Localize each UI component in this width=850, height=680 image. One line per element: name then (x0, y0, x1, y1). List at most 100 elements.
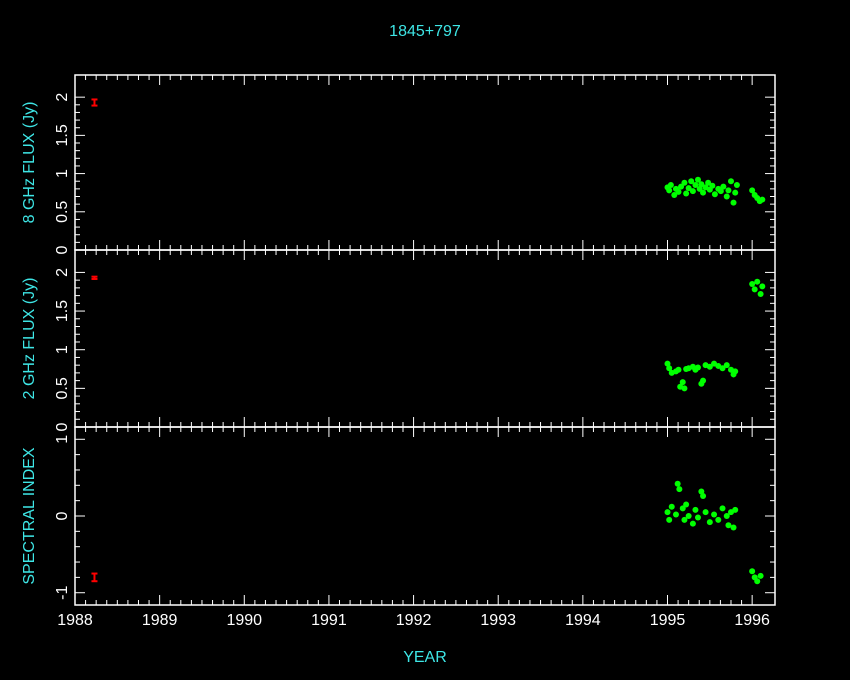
data-point (664, 509, 671, 516)
data-point (711, 191, 718, 198)
data-point (675, 366, 682, 373)
data-point (700, 189, 707, 196)
data-point (674, 480, 681, 487)
plot-frame (74, 249, 776, 428)
data-point (681, 179, 688, 186)
data-point (749, 187, 756, 194)
x-tick-label: 1988 (57, 612, 93, 629)
data-point (702, 509, 709, 516)
chart-title: 1845+797 (389, 23, 461, 40)
x-tick-label: 1993 (480, 612, 516, 629)
y-tick-label: 2 (54, 93, 71, 102)
y-tick-label: -1 (54, 586, 71, 600)
data-point (732, 189, 739, 196)
error-bar (91, 98, 98, 107)
data-point (685, 513, 692, 519)
data-point (685, 185, 692, 192)
data-point (698, 488, 705, 495)
error-bar (91, 572, 98, 583)
data-point (733, 182, 740, 189)
y-tick-label: 2 (54, 268, 71, 277)
data-point (717, 188, 724, 195)
data-point (757, 291, 764, 298)
x-tick-label: 1990 (226, 612, 262, 629)
x-tick-label: 1991 (311, 612, 347, 629)
data-point (730, 199, 737, 206)
data-point (694, 176, 701, 183)
plot-frame (74, 426, 776, 606)
data-point (754, 578, 761, 585)
data-point (709, 182, 716, 189)
data-point (720, 183, 727, 190)
x-tick-label: 1995 (650, 612, 686, 629)
data-point (732, 506, 739, 513)
data-point (723, 513, 730, 519)
y-axis-label: 2 GHz FLUX (Jy) (21, 278, 38, 400)
data-point (749, 568, 756, 575)
y-tick-label: 0.5 (54, 201, 71, 223)
data-point (711, 511, 718, 518)
data-point (676, 486, 683, 493)
x-axis-label: YEAR (403, 649, 447, 666)
data-point (666, 516, 673, 523)
data-point (694, 514, 701, 521)
y-tick-label: 0 (54, 511, 71, 520)
x-tick-label: 1989 (142, 612, 178, 629)
data-point (757, 572, 764, 579)
data-point (667, 182, 674, 189)
y-tick-label: 0.5 (54, 377, 71, 399)
data-point (723, 193, 730, 200)
data-point (725, 522, 732, 529)
data-point (706, 363, 713, 370)
data-point (751, 286, 758, 293)
y-axis-label: SPECTRAL INDEX (21, 447, 38, 585)
data-point (683, 501, 690, 508)
data-point (719, 365, 726, 372)
data-point (754, 278, 761, 285)
data-point (689, 188, 696, 195)
x-tick-label: 1992 (396, 612, 432, 629)
y-tick-label: 1 (54, 169, 71, 178)
data-point (692, 506, 699, 513)
y-axis-label: 8 GHz FLUX (Jy) (21, 102, 38, 224)
y-tick-label: 1.5 (54, 124, 71, 146)
data-point (689, 520, 696, 527)
data-point (666, 187, 673, 194)
data-point (683, 190, 690, 197)
data-point (698, 181, 705, 188)
data-point (725, 187, 732, 194)
data-point (749, 281, 756, 288)
data-point (730, 524, 737, 531)
y-tick-label: 0 (54, 422, 71, 431)
data-point (759, 283, 766, 290)
data-point (706, 519, 713, 526)
y-tick-label: 0 (54, 245, 71, 254)
data-point (700, 377, 707, 384)
data-point (727, 178, 734, 185)
plot-frame (74, 74, 776, 251)
data-point (694, 364, 701, 371)
x-tick-label: 1994 (565, 612, 601, 629)
data-point (719, 505, 726, 512)
data-point (668, 503, 675, 510)
data-point (679, 379, 686, 386)
data-point (672, 511, 679, 518)
y-tick-label: 1 (54, 435, 71, 444)
data-point (700, 493, 707, 500)
data-point (759, 196, 766, 203)
data-point (679, 505, 686, 512)
data-point (681, 385, 688, 392)
data-point (671, 191, 678, 198)
x-tick-label: 1996 (734, 612, 770, 629)
data-point (723, 362, 730, 369)
data-point (666, 365, 673, 372)
data-point (688, 178, 695, 185)
y-tick-label: 1.5 (54, 300, 71, 322)
data-point (715, 516, 722, 523)
data-point (664, 360, 671, 367)
data-point (681, 516, 688, 523)
data-point (732, 368, 739, 375)
data-point (705, 179, 712, 186)
